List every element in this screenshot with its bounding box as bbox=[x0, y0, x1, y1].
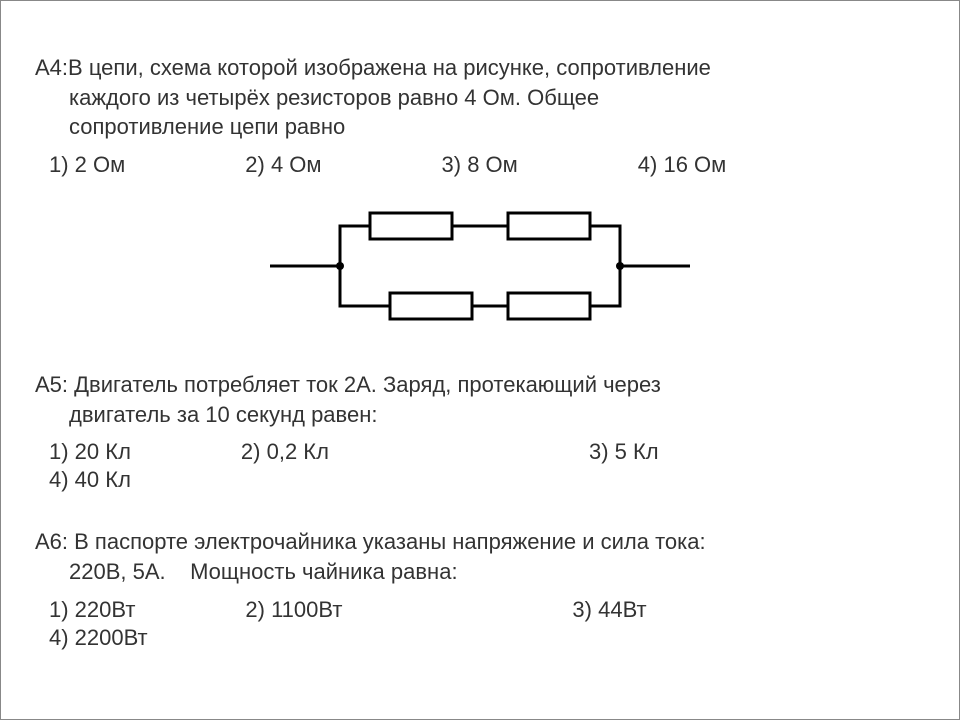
q6-ans-1: 1) 220Вт bbox=[49, 597, 135, 623]
q6-line1: В паспорте электрочайника указаны напряж… bbox=[68, 529, 706, 554]
page: А4:В цепи, схема которой изображена на р… bbox=[0, 0, 960, 720]
q5-ans-1: 1) 20 Кл bbox=[49, 439, 131, 465]
q4-text: А4:В цепи, схема которой изображена на р… bbox=[35, 53, 925, 142]
q6-line2: 220В, 5А. Мощность чайника равна: bbox=[35, 557, 925, 587]
q5-line2: двигатель за 10 секунд равен: bbox=[35, 400, 925, 430]
q5-ans-4: 4) 40 Кл bbox=[49, 467, 815, 493]
q6-ans-3: 3) 44Вт bbox=[572, 597, 646, 623]
q4-ans-2: 2) 4 Ом bbox=[245, 152, 321, 178]
q6-ans-4: 4) 2200Вт bbox=[49, 625, 815, 651]
q4-label: А4: bbox=[35, 55, 68, 80]
q6-label: А6: bbox=[35, 529, 68, 554]
q5-text: А5: Двигатель потребляет ток 2А. Заряд, … bbox=[35, 370, 925, 429]
question-a5: А5: Двигатель потребляет ток 2А. Заряд, … bbox=[35, 370, 925, 493]
question-a4: А4:В цепи, схема которой изображена на р… bbox=[35, 53, 925, 336]
q4-line2: каждого из четырёх резисторов равно 4 Ом… bbox=[35, 83, 925, 113]
q5-line1: Двигатель потребляет ток 2А. Заряд, прот… bbox=[68, 372, 661, 397]
circuit-diagram bbox=[35, 196, 925, 336]
q6-answers: 1) 220Вт 2) 1100Вт 3) 44Вт 4) 2200Вт bbox=[35, 597, 925, 651]
q4-ans-4: 4) 16 Ом bbox=[638, 152, 727, 178]
q6-ans-2: 2) 1100Вт bbox=[245, 597, 342, 623]
q6-text: А6: В паспорте электрочайника указаны на… bbox=[35, 527, 925, 586]
q4-line1: В цепи, схема которой изображена на рису… bbox=[68, 55, 711, 80]
q5-ans-2: 2) 0,2 Кл bbox=[241, 439, 329, 465]
q5-label: А5: bbox=[35, 372, 68, 397]
q5-ans-3: 3) 5 Кл bbox=[589, 439, 659, 465]
q4-ans-1: 1) 2 Ом bbox=[49, 152, 125, 178]
question-a6: А6: В паспорте электрочайника указаны на… bbox=[35, 527, 925, 650]
q5-answers: 1) 20 Кл 2) 0,2 Кл 3) 5 Кл 4) 40 Кл bbox=[35, 439, 925, 493]
circuit-svg bbox=[270, 196, 690, 336]
q4-line3: сопротивление цепи равно bbox=[35, 112, 925, 142]
q4-answers: 1) 2 Ом 2) 4 Ом 3) 8 Ом 4) 16 Ом bbox=[35, 152, 925, 178]
q4-ans-3: 3) 8 Ом bbox=[442, 152, 518, 178]
